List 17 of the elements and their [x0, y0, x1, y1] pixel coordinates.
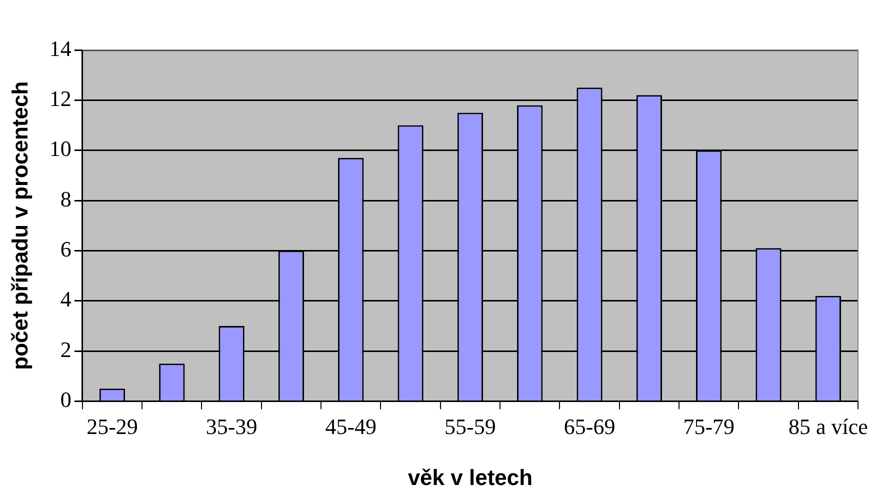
y-tick-label: 6: [60, 236, 72, 262]
y-tick-label: 0: [60, 386, 72, 412]
x-tick-label: 85 a více: [788, 414, 868, 440]
x-axis-title: věk v letech: [408, 464, 533, 490]
y-tick-label: 10: [49, 136, 72, 162]
x-tick-label: 45-49: [325, 414, 377, 440]
x-tick-label: 25-29: [86, 414, 138, 440]
y-tick-label: 8: [60, 186, 72, 212]
x-tick-label: 65-69: [564, 414, 616, 440]
x-tick-label: 55-59: [444, 414, 496, 440]
y-axis-title: počet případu v procentech: [7, 81, 32, 370]
y-tick-label: 2: [60, 336, 72, 362]
y-tick-label: 4: [60, 286, 72, 312]
y-tick-label: 14: [49, 36, 72, 61]
y-tick-label: 12: [49, 86, 72, 111]
x-tick-label: 75-79: [683, 414, 735, 440]
x-tick-label: 35-39: [206, 414, 258, 440]
